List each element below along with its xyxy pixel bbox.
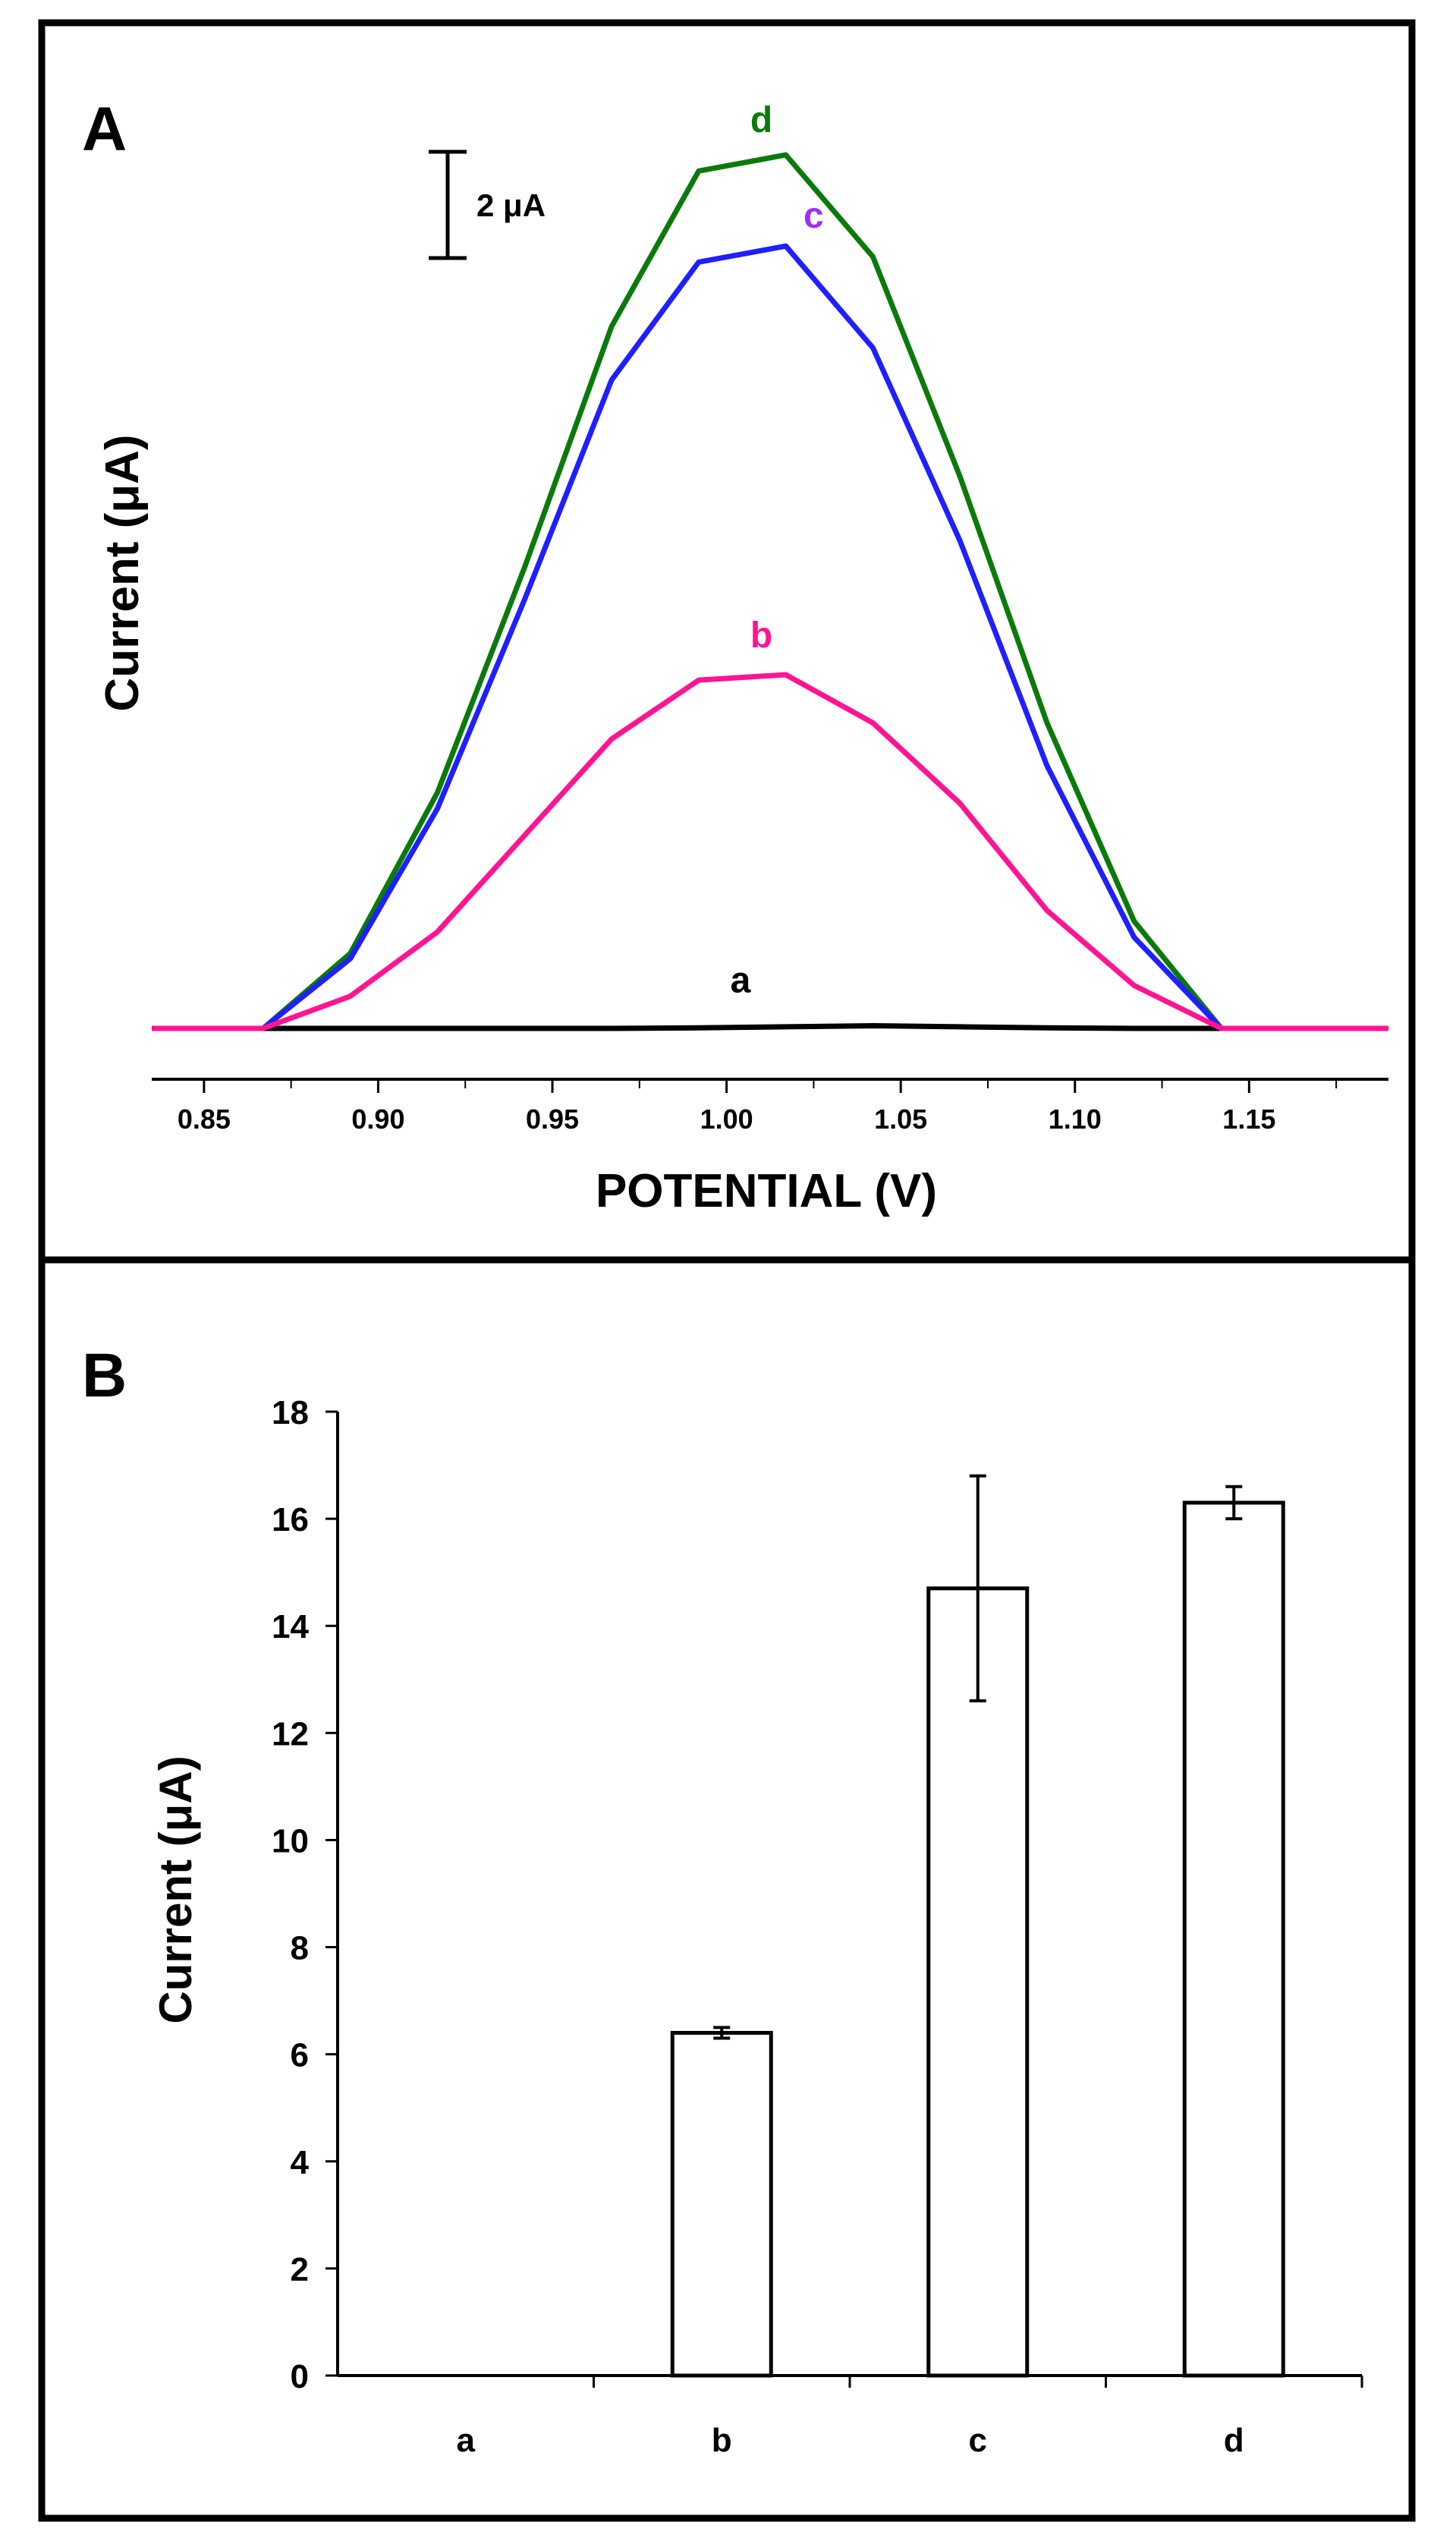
panel-a-letter: A [82,95,127,164]
panel-b-letter: B [82,1341,127,1410]
panel-a-x-tick-label: 1.00 [700,1104,753,1135]
panel-b-bars: a b c d [457,1474,1285,2459]
category-label-a: a [457,2422,476,2459]
panel-b-x-ticks [593,2376,1363,2388]
panel-a: A 0.85 0.90 0.95 1.00 1.05 1.10 1.15 POTENTIAL… [82,95,1388,1217]
panel-b: B 0 2 4 6 8 10 12 14 16 18 Current (μA) a b c d [82,1341,1363,2459]
panel-b-y-tick-label: 4 [291,2144,310,2181]
category-label-b: b [712,2422,732,2459]
category-label-c: c [969,2422,987,2459]
panel-a-x-tick-label: 0.85 [178,1104,231,1135]
bar-d [1182,1500,1285,2378]
panel-b-y-tick-label: 14 [272,1608,309,1645]
panel-a-y-axis-title: Current (μA) [96,434,149,711]
panel-a-series [152,152,1388,1031]
panel-b-y-tick-label: 0 [291,2358,309,2395]
panel-b-y-tick-label: 8 [291,1930,309,1967]
series-line-d [152,152,1388,1031]
panel-a-x-axis-title: POTENTIAL (V) [596,1165,937,1217]
panel-a-x-ticks: 0.85 0.90 0.95 1.00 1.05 1.10 1.15 [178,1079,1338,1135]
panel-a-frame [38,19,1416,1264]
series-label-c: c [803,196,824,236]
panel-a-x-tick-label: 1.10 [1049,1104,1102,1135]
panel-b-y-tick-label: 6 [291,2037,309,2074]
panel-b-y-ticks: 0 2 4 6 8 10 12 14 16 18 [272,1394,338,2395]
scale-bar: 2 μA [429,150,546,260]
scale-bar-label: 2 μA [476,187,546,223]
panel-a-series-labels: a b c d [731,100,824,1000]
bar-b [670,2030,773,2378]
panel-a-x-tick-label: 0.90 [351,1104,404,1135]
panel-b-y-tick-label: 18 [272,1394,309,1431]
series-label-b: b [750,616,772,656]
category-label-d: d [1224,2422,1244,2459]
panel-a-x-tick-label: 0.95 [526,1104,579,1135]
bar-c [926,1586,1030,2378]
panel-b-y-axis-title: Current (μA) [150,1755,201,2023]
panel-b-frame [38,1256,1416,2522]
series-label-a: a [731,960,751,1000]
panel-b-y-tick-label: 2 [291,2251,309,2288]
panel-a-x-tick-label: 1.15 [1222,1104,1275,1135]
panel-b-y-tick-label: 12 [272,1715,309,1752]
panel-b-y-tick-label: 10 [272,1822,309,1859]
panel-a-x-tick-label: 1.05 [874,1104,927,1135]
series-label-d: d [750,100,772,140]
series-line-c [152,243,1388,1031]
panel-b-y-tick-label: 16 [272,1501,309,1538]
series-line-a [152,1023,1388,1031]
series-line-b [152,672,1388,1031]
